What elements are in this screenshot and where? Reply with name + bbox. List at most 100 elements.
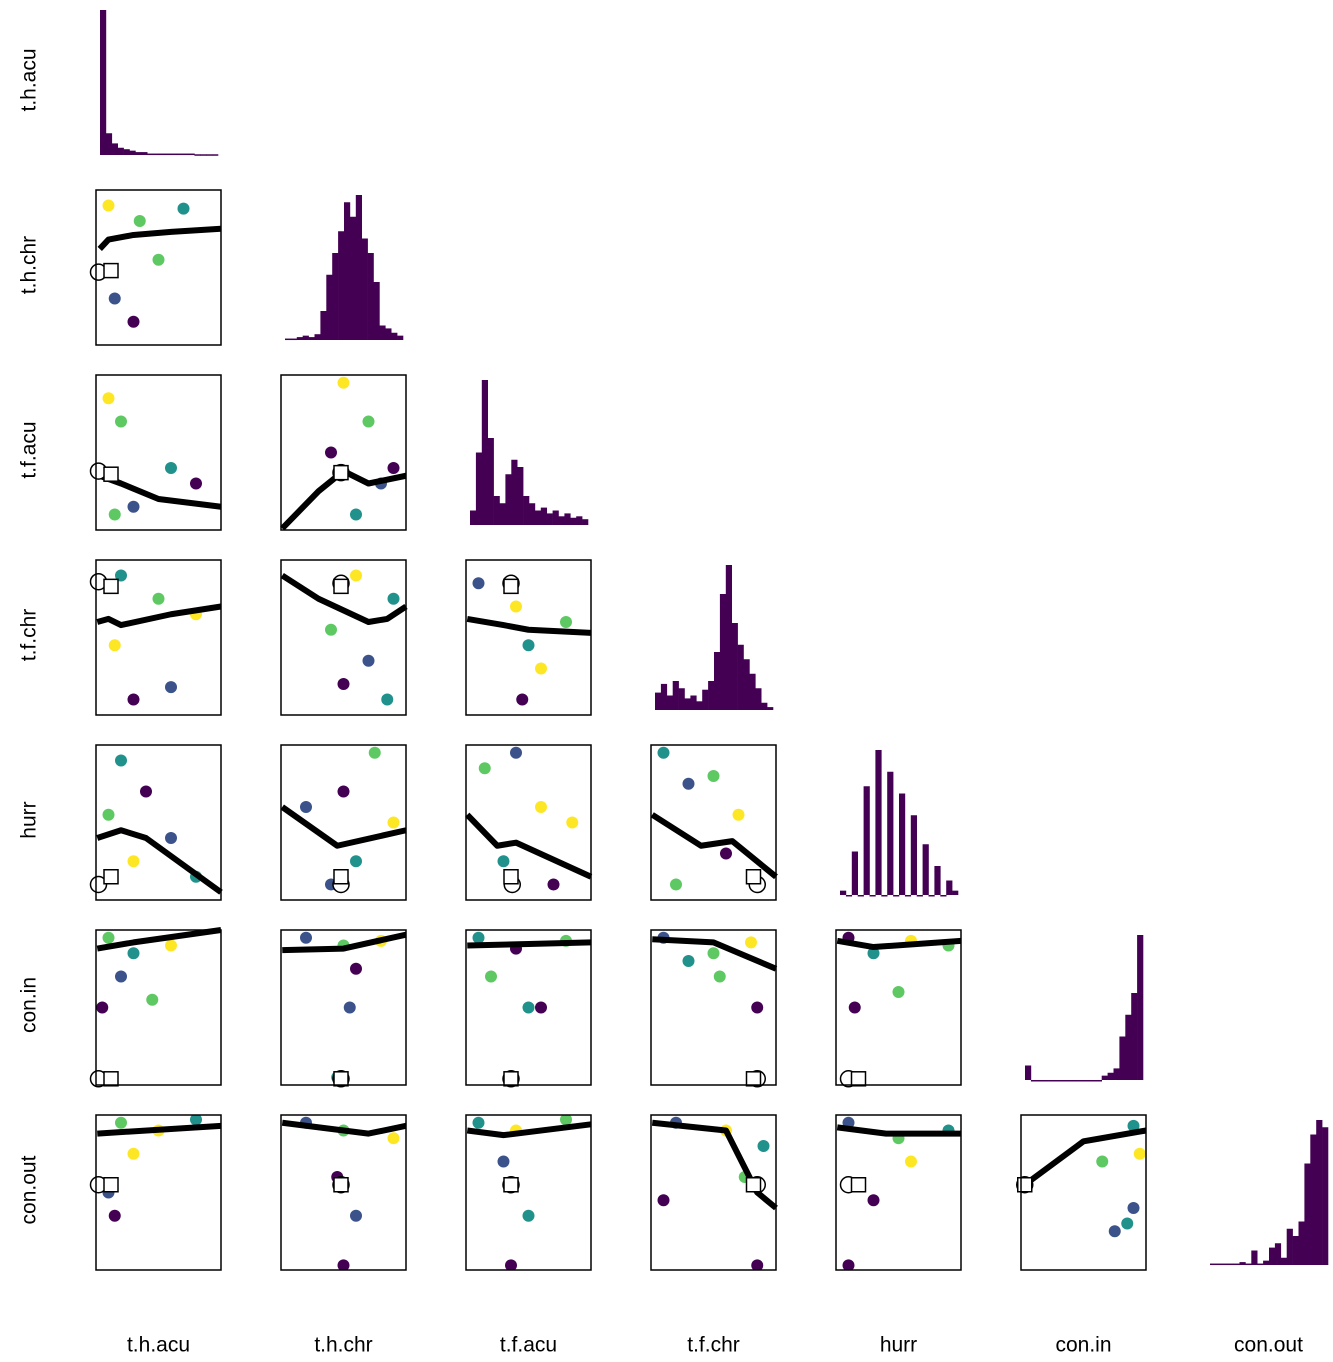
smooth-line [652,936,778,972]
histogram-bar [141,152,148,155]
point [713,970,726,983]
column-label: con.in [1055,1334,1111,1357]
point [177,202,190,215]
histogram-bar [511,459,518,525]
histogram-bar [708,681,715,710]
point [510,746,522,759]
histogram-bar [731,623,738,710]
smooth-line [467,939,592,949]
point [707,770,720,782]
smooth-line [96,827,223,895]
smooth-line [280,804,407,849]
point [337,785,350,798]
histogram-bar [845,895,853,897]
histogram-bar [719,594,727,710]
panel-frame [465,929,592,1086]
points [300,746,400,891]
histogram-bar [1060,1080,1067,1082]
histogram-bar [505,474,512,525]
smooth-line [281,1119,407,1137]
point [905,1155,917,1168]
points [478,746,579,891]
panel [280,559,408,716]
histogram-bar [1113,1068,1120,1080]
histogram-bar [285,338,292,341]
histogram-bar [899,793,906,895]
histogram-bar [558,516,565,525]
point [350,855,362,868]
histogram-bar [314,334,321,340]
square-marker [103,1071,119,1087]
histogram-bar [678,688,685,710]
panel [89,559,222,716]
point [472,577,485,590]
point [472,931,485,944]
square-marker [103,466,119,482]
histogram-bar [582,519,589,525]
histogram-bar [916,895,923,897]
panel-frame [465,744,592,901]
histogram-bar [475,452,483,525]
histogram-bar [946,880,953,895]
histogram-bar [869,895,876,897]
points [300,1116,400,1270]
panel-frame [95,189,222,346]
histogram-bar [767,707,774,710]
point [381,693,394,706]
point [522,1209,535,1222]
point [108,1209,121,1222]
histogram-bar [893,895,900,897]
histogram-bar [1239,1262,1246,1265]
point [535,1001,547,1014]
histogram-bar [302,335,309,340]
histogram-bar [135,152,142,155]
histogram-bar [1030,1080,1038,1082]
histogram-bar [702,689,709,710]
panel [1016,1114,1147,1271]
square-marker [333,464,349,481]
point [387,592,400,605]
point [516,693,529,706]
points [102,392,202,521]
point [108,292,121,305]
point [867,1194,880,1207]
panel [650,1114,778,1271]
histogram-bar [332,253,339,340]
histogram-bar [176,153,183,156]
square-marker [745,1071,762,1087]
points [472,577,572,706]
row-label: t.h.chr [18,236,41,294]
point [127,947,140,960]
panel [835,929,962,1088]
point [165,832,177,844]
histogram-bar [928,895,935,897]
point [108,508,121,521]
histogram-bar [1221,1263,1228,1266]
column-label: con.out [1234,1334,1303,1357]
histogram-bar [1131,993,1138,1080]
histogram-bar [1084,1080,1091,1082]
point [535,801,547,813]
panel [650,744,778,901]
column-label: t.h.chr [314,1334,372,1357]
point [670,878,682,891]
points [657,746,745,891]
point [560,616,572,628]
histogram-bar [1107,1072,1114,1080]
point [1127,1119,1140,1132]
histogram-bar [296,337,303,340]
histogram-bar [182,153,189,156]
point [368,746,381,759]
point [350,508,362,521]
smooth-line [280,572,408,625]
histogram-bar [1210,1263,1217,1266]
point [362,654,375,667]
point [140,785,152,798]
histogram-bar [851,851,858,895]
histogram-bar [1101,1075,1108,1080]
point [505,1259,517,1270]
point [337,1259,350,1270]
histogram-bar [290,338,298,341]
histogram-bar [690,695,697,710]
point [510,600,522,613]
